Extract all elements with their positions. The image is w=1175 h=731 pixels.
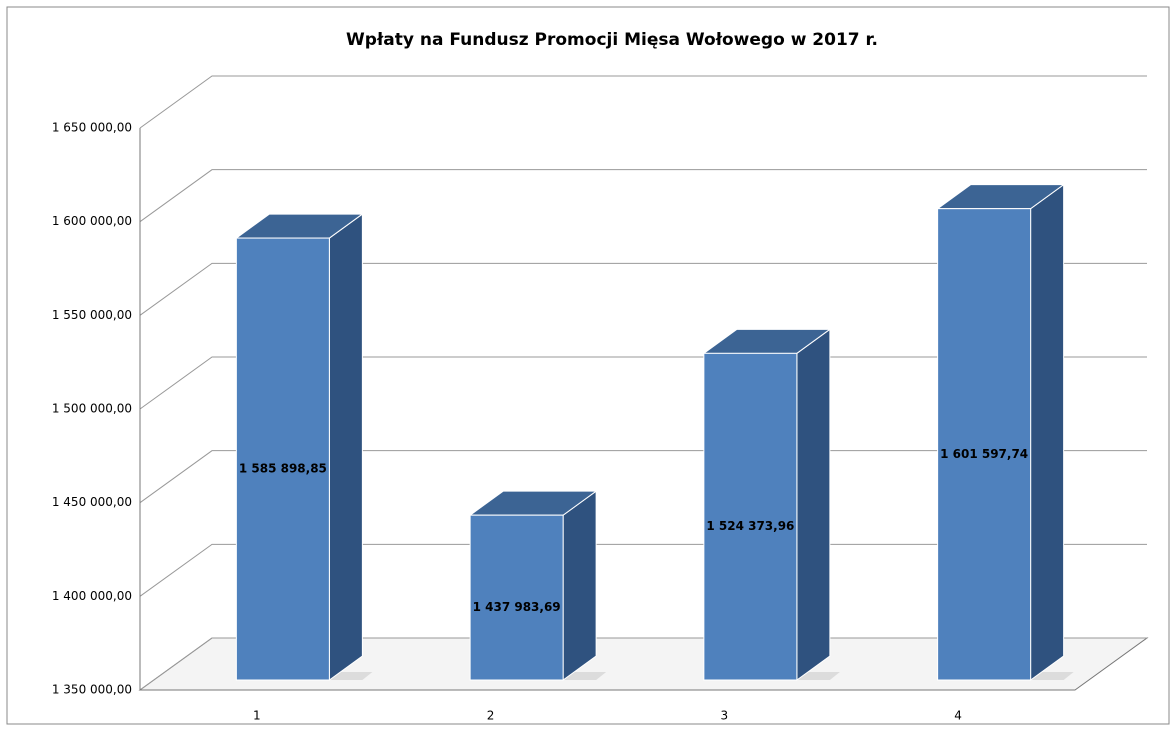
- y-tick-label: 1 400 000,00: [52, 589, 132, 603]
- y-tick-label: 1 650 000,00: [52, 121, 132, 135]
- x-tick-label: 1: [253, 709, 261, 723]
- chart-title: Wpłaty na Fundusz Promocji Mięsa Wołoweg…: [346, 30, 878, 50]
- data-label: 1 601 597,74: [940, 447, 1028, 461]
- data-label: 1 585 898,85: [239, 462, 327, 476]
- x-tick-label: 4: [954, 709, 962, 723]
- data-label: 1 524 373,96: [706, 519, 794, 533]
- bar: [469, 514, 564, 681]
- y-tick-label: 1 450 000,00: [52, 495, 132, 509]
- bar: [703, 352, 798, 681]
- x-tick-label: 3: [721, 709, 729, 723]
- bar-side: [328, 213, 363, 681]
- grid-line: [139, 637, 1147, 691]
- y-tick-label: 1 600 000,00: [52, 214, 132, 228]
- data-label: 1 437 983,69: [473, 600, 561, 614]
- bar: [235, 237, 330, 681]
- grid-line: [139, 75, 1147, 129]
- y-tick-label: 1 550 000,00: [52, 308, 132, 322]
- bar-side: [1030, 183, 1065, 681]
- grid-line: [139, 169, 1147, 223]
- bar: [937, 208, 1032, 681]
- y-tick-label: 1 500 000,00: [52, 402, 132, 416]
- grid-line: [139, 450, 1147, 504]
- grid-line: [139, 356, 1147, 410]
- grid-line: [139, 543, 1147, 597]
- x-tick-label: 2: [487, 709, 495, 723]
- bar-side: [796, 328, 831, 681]
- y-tick-label: 1 350 000,00: [52, 683, 132, 697]
- bar-side: [562, 490, 597, 681]
- grid-line: [139, 262, 1147, 316]
